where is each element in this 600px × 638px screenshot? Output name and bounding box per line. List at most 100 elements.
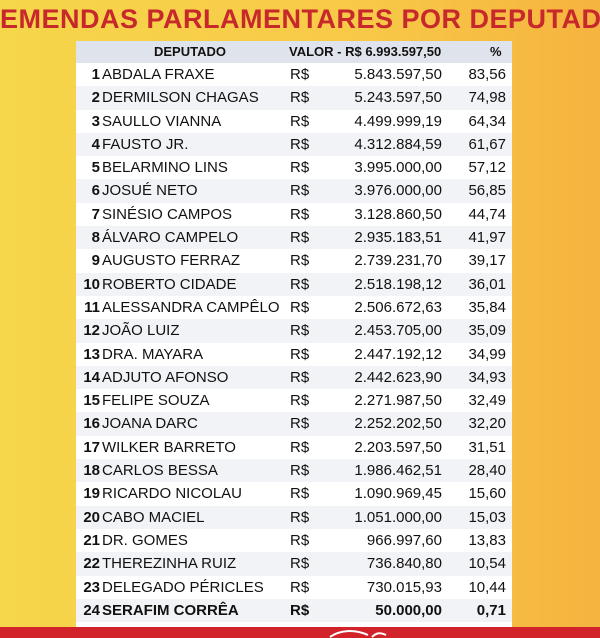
row-number: 11 <box>84 298 100 316</box>
amount-value: 2.935.183,51 <box>354 229 442 247</box>
deputy-name: ROBERTO CIDADE <box>102 275 237 293</box>
table-row: 4 FAUSTO JR. R$ 4.312.884,59 61,67 <box>76 132 512 157</box>
table-row: 16 JOANA DARC R$ 2.252.202,50 32,20 <box>76 412 512 436</box>
deputy-name: ÁLVARO CAMPELO <box>102 229 239 247</box>
amount-value: 1.051.000,00 <box>354 508 442 526</box>
row-number: 5 <box>91 159 100 177</box>
amount-value: 2.739.231,70 <box>354 252 442 270</box>
row-number: 12 <box>83 322 100 340</box>
footer-bar <box>0 627 600 638</box>
currency-symbol: R$ <box>290 135 310 153</box>
currency-symbol: R$ <box>290 368 310 386</box>
percent-value: 35,09 <box>468 322 506 340</box>
currency-symbol: R$ <box>290 531 310 549</box>
deputy-name: RICARDO NICOLAU <box>102 485 243 503</box>
amount-value: 736.840,80 <box>366 555 442 573</box>
ranking-table: DEPUTADO VALOR - R$ 6.993.597,50 % 1 ABDA… <box>76 41 512 627</box>
deputy-name: JOANA DARC <box>102 415 198 433</box>
deputy-name: WILKER BARRETO <box>102 438 236 456</box>
row-number: 21 <box>83 531 100 549</box>
amount-value: 4.312.884,59 <box>354 135 442 153</box>
percent-value: 44,74 <box>468 205 506 223</box>
percent-value: 15,60 <box>468 485 506 503</box>
amount-value: 3.995.000,00 <box>354 159 442 177</box>
deputy-name: CABO MACIEL <box>102 508 205 526</box>
deputy-name: FELIPE SOUZA <box>102 392 210 410</box>
logo-icon <box>329 630 387 638</box>
currency-symbol: R$ <box>290 322 310 340</box>
row-number: 22 <box>83 555 100 573</box>
table-row: 23 DELEGADO PÉRICLES R$ 730.015,93 10,44 <box>76 575 512 599</box>
currency-symbol: R$ <box>290 485 310 503</box>
table-row: 20 CABO MACIEL R$ 1.051.000,00 15,03 <box>76 505 512 529</box>
row-number: 1 <box>91 66 100 83</box>
percent-value: 10,44 <box>468 578 506 596</box>
table-row: 11 ALESSANDRA CAMPÊLO R$ 2.506.672,63 35,84 <box>76 295 512 320</box>
currency-symbol: R$ <box>290 112 310 130</box>
currency-symbol: R$ <box>290 508 310 526</box>
deputy-name: ABDALA FRAXE <box>102 66 215 83</box>
row-number: 14 <box>83 368 100 386</box>
percent-value: 64,34 <box>468 112 506 130</box>
percent-value: 34,93 <box>468 368 506 386</box>
currency-symbol: R$ <box>290 298 310 316</box>
table-row: 2 DERMILSON CHAGAS R$ 5.243.597,50 74,98 <box>76 86 512 110</box>
row-number: 19 <box>83 485 100 503</box>
page-title: EMENDAS PARLAMENTARES POR DEPUTADO <box>0 4 600 34</box>
table-row: 14 ADJUTO AFONSO R$ 2.442.623,90 34,93 <box>76 365 512 390</box>
amount-value: 966.997,60 <box>366 531 442 549</box>
percent-value: 32,20 <box>468 415 506 433</box>
currency-symbol: R$ <box>290 555 310 573</box>
amount-value: 3.128.860,50 <box>354 205 442 223</box>
currency-symbol: R$ <box>290 205 310 223</box>
percent-value: 0,71 <box>476 601 506 619</box>
percent-value: 28,40 <box>468 462 506 480</box>
amount-value: 50.000,00 <box>375 601 442 619</box>
amount-value: 1.090.969,45 <box>354 485 442 503</box>
row-number: 7 <box>91 205 100 223</box>
currency-symbol: R$ <box>290 415 310 433</box>
table-row: 3 SAULLO VIANNA R$ 4.499.999,19 64,34 <box>76 109 512 133</box>
deputy-name: DRA. MAYARA <box>102 345 204 363</box>
table-row: 18 CARLOS BESSA R$ 1.986.462,51 28,40 <box>76 459 512 483</box>
row-number: 9 <box>91 252 100 270</box>
deputy-name: DELEGADO PÉRICLES <box>102 578 264 596</box>
amount-value: 4.499.999,19 <box>354 112 442 130</box>
percent-value: 13,83 <box>468 531 506 549</box>
row-number: 10 <box>83 275 100 293</box>
percent-value: 10,54 <box>468 555 506 573</box>
currency-symbol: R$ <box>290 66 310 83</box>
deputy-name: DR. GOMES <box>102 531 188 549</box>
row-number: 2 <box>91 89 100 107</box>
row-number: 17 <box>83 438 100 456</box>
deputy-name: SINÉSIO CAMPOS <box>102 205 233 223</box>
percent-value: 56,85 <box>468 182 506 200</box>
deputy-name: AUGUSTO FERRAZ <box>102 252 241 270</box>
table-row: 17 WILKER BARRETO R$ 2.203.597,50 31,51 <box>76 435 512 460</box>
percent-value: 35,84 <box>468 298 506 316</box>
amount-value: 2.447.192,12 <box>354 345 442 363</box>
row-number: 18 <box>83 462 100 480</box>
row-number: 24 <box>83 601 100 619</box>
currency-symbol: R$ <box>290 252 310 270</box>
row-number: 23 <box>83 578 100 596</box>
amount-value: 2.506.672,63 <box>354 298 442 316</box>
deputy-name: THEREZINHA RUIZ <box>102 555 237 573</box>
currency-symbol: R$ <box>290 438 310 456</box>
currency-symbol: R$ <box>290 229 310 247</box>
amount-value: 1.986.462,51 <box>354 462 442 480</box>
table-row: 1 ABDALA FRAXE R$ 5.843.597,50 83,56 <box>76 63 512 87</box>
deputy-name: SAULLO VIANNA <box>102 112 222 130</box>
table-row: 19 RICARDO NICOLAU R$ 1.090.969,45 15,60 <box>76 482 512 506</box>
percent-value: 32,49 <box>468 392 506 410</box>
deputy-name: SERAFIM CORRÊA <box>102 601 239 619</box>
currency-symbol: R$ <box>290 275 310 293</box>
amount-value: 2.442.623,90 <box>354 368 442 386</box>
currency-symbol: R$ <box>290 578 310 596</box>
table-row: 21 DR. GOMES R$ 966.997,60 13,83 <box>76 528 512 553</box>
header-pct: % <box>490 44 502 59</box>
row-number: 8 <box>91 229 100 247</box>
currency-symbol: R$ <box>290 182 310 200</box>
amount-value: 2.518.198,12 <box>354 275 442 293</box>
percent-value: 41,97 <box>468 229 506 247</box>
